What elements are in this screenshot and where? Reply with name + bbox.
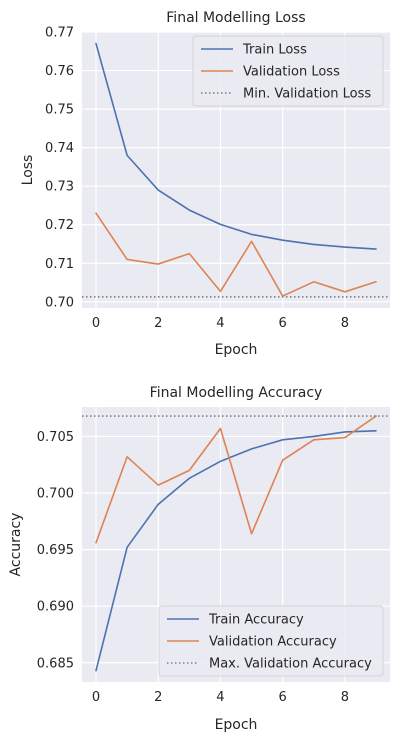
loss-x-tick-label: 6 [279, 316, 287, 331]
loss-y-tick-label: 0.74 [45, 141, 74, 156]
accuracy-chart-title: Final Modelling Accuracy [150, 385, 323, 401]
loss-x-tick-label: 2 [154, 316, 162, 331]
accuracy-y-axis-label: Accuracy [8, 513, 24, 577]
loss-legend-train-label: Train Loss [242, 43, 307, 58]
loss-x-tick-label: 4 [216, 316, 224, 331]
loss-chart: 0 2 4 6 8 0.70 0.71 0.72 0.73 0.74 0.75 0.76 0.77 Fi… [20, 10, 390, 358]
loss-chart-title: Final Modelling Loss [166, 10, 305, 26]
loss-y-tick-label: 0.73 [45, 180, 74, 195]
loss-legend-validation-label: Validation Loss [243, 65, 340, 80]
loss-y-tick-label: 0.72 [45, 218, 74, 233]
loss-y-tick-label: 0.71 [45, 257, 74, 272]
loss-x-tick-label: 8 [341, 316, 349, 331]
loss-legend: Train Loss Validation Loss Min. Validati… [193, 36, 383, 106]
loss-y-tick-label: 0.77 [45, 26, 74, 41]
accuracy-x-tick-label: 4 [216, 690, 224, 705]
accuracy-chart: 0 2 4 6 8 0.685 0.690 0.695 0.700 0.705 Final Mod… [8, 385, 390, 733]
loss-legend-min-label: Min. Validation Loss [243, 87, 371, 102]
accuracy-legend-max-label: Max. Validation Accuracy [209, 657, 372, 672]
accuracy-y-tick-label: 0.705 [37, 430, 74, 445]
loss-y-tick-label: 0.75 [45, 103, 74, 118]
loss-y-tick-label: 0.70 [45, 295, 74, 310]
accuracy-y-tick-label: 0.685 [37, 656, 74, 671]
accuracy-x-axis-label: Epoch [215, 717, 258, 733]
accuracy-legend-validation-label: Validation Accuracy [209, 635, 337, 650]
accuracy-x-tick-label: 0 [92, 690, 100, 705]
loss-x-axis-label: Epoch [215, 342, 258, 358]
loss-x-tick-label: 0 [92, 316, 100, 331]
accuracy-y-tick-label: 0.700 [37, 487, 74, 502]
accuracy-legend: Train Accuracy Validation Accuracy Max. … [159, 606, 383, 676]
accuracy-x-tick-label: 2 [154, 690, 162, 705]
accuracy-x-tick-label: 6 [279, 690, 287, 705]
loss-y-axis-label: Loss [20, 155, 36, 186]
accuracy-y-tick-label: 0.695 [37, 543, 74, 558]
accuracy-x-tick-label: 8 [341, 690, 349, 705]
accuracy-legend-train-label: Train Accuracy [208, 613, 304, 628]
loss-y-tick-label: 0.76 [45, 64, 74, 79]
accuracy-y-tick-label: 0.690 [37, 600, 74, 615]
